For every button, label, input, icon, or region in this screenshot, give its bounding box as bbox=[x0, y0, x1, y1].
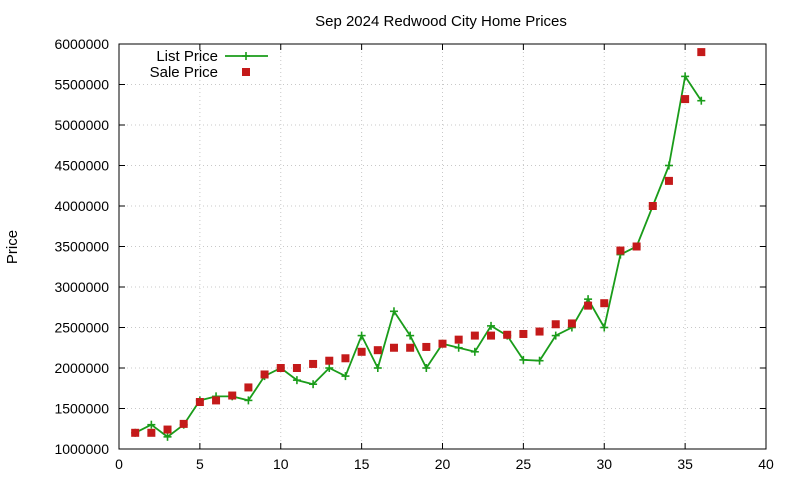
data-point bbox=[697, 48, 706, 57]
data-point bbox=[470, 347, 479, 356]
data-point bbox=[422, 342, 431, 351]
data-point bbox=[535, 356, 544, 365]
y-tick-label: 3500000 bbox=[54, 239, 109, 255]
y-tick-label: 6000000 bbox=[54, 36, 109, 52]
data-point bbox=[163, 432, 172, 441]
data-point bbox=[551, 320, 560, 329]
data-point bbox=[309, 359, 318, 368]
data-point bbox=[487, 321, 496, 330]
data-point bbox=[212, 396, 221, 405]
data-point bbox=[422, 364, 431, 372]
x-tick-label: 0 bbox=[115, 456, 123, 472]
axes: 0 5 10 15 20 25 30 35 40 1000000 1500000 2000000 250… bbox=[54, 36, 774, 472]
data-point bbox=[438, 339, 447, 348]
data-point bbox=[551, 331, 560, 340]
data-point bbox=[147, 428, 156, 437]
data-point bbox=[535, 327, 544, 336]
data-point bbox=[389, 343, 398, 352]
x-tick-label: 20 bbox=[435, 456, 451, 472]
data-point bbox=[195, 398, 204, 407]
data-point bbox=[341, 372, 350, 381]
data-point bbox=[309, 380, 318, 389]
data-point bbox=[357, 331, 366, 340]
data-point bbox=[244, 383, 253, 392]
y-tick-label: 1000000 bbox=[54, 441, 109, 457]
y-tick-label: 2500000 bbox=[54, 320, 109, 336]
x-tick-label: 30 bbox=[596, 456, 612, 472]
y-tick-label: 5500000 bbox=[54, 77, 109, 93]
y-tick-label: 4000000 bbox=[54, 198, 109, 214]
x-tick-label: 25 bbox=[516, 456, 532, 472]
data-point bbox=[228, 391, 237, 400]
data-point bbox=[389, 307, 398, 316]
data-point bbox=[600, 299, 609, 308]
data-point bbox=[325, 364, 334, 372]
x-tick-label: 15 bbox=[354, 456, 370, 472]
data-point bbox=[681, 95, 690, 104]
data-point bbox=[373, 346, 382, 355]
data-point bbox=[632, 242, 641, 251]
y-tick-label: 4500000 bbox=[54, 158, 109, 174]
data-point bbox=[503, 330, 512, 339]
x-tick-label: 10 bbox=[273, 456, 289, 472]
x-tick-label: 35 bbox=[677, 456, 693, 472]
data-point bbox=[519, 329, 528, 338]
legend-item: List Price bbox=[156, 48, 268, 65]
chart-title: Sep 2024 Redwood City Home Prices bbox=[315, 13, 567, 30]
data-point bbox=[454, 343, 463, 352]
data-point bbox=[600, 323, 609, 332]
data-point bbox=[341, 354, 350, 363]
series-layer bbox=[131, 48, 706, 441]
data-point bbox=[567, 319, 576, 328]
legend-swatch-marker bbox=[242, 68, 250, 76]
data-point bbox=[131, 428, 140, 437]
legend-item: Sale Price bbox=[150, 64, 250, 81]
data-point bbox=[292, 376, 301, 385]
data-point bbox=[163, 425, 172, 434]
data-point bbox=[681, 72, 690, 81]
y-axis-label: Price bbox=[4, 230, 21, 264]
data-point bbox=[454, 335, 463, 344]
data-point bbox=[406, 343, 415, 352]
data-point bbox=[648, 202, 657, 210]
x-tick-label: 5 bbox=[196, 456, 204, 472]
data-point bbox=[357, 347, 366, 356]
data-point bbox=[244, 396, 253, 405]
data-point bbox=[260, 370, 269, 379]
x-tick-label: 40 bbox=[758, 456, 774, 472]
data-point bbox=[325, 356, 334, 365]
legend-swatch-marker bbox=[242, 52, 250, 60]
y-tick-label: 5000000 bbox=[54, 117, 109, 133]
y-tick-label: 3000000 bbox=[54, 279, 109, 295]
data-point bbox=[664, 176, 673, 185]
data-point bbox=[470, 331, 479, 340]
data-point bbox=[664, 161, 673, 170]
y-tick-label: 1500000 bbox=[54, 401, 109, 417]
data-point bbox=[292, 364, 301, 372]
data-point bbox=[697, 96, 706, 105]
data-point bbox=[179, 419, 188, 428]
legend-label: List Price bbox=[156, 48, 218, 65]
data-point bbox=[584, 301, 593, 310]
data-point bbox=[147, 420, 156, 429]
data-point bbox=[276, 364, 285, 372]
data-point bbox=[373, 364, 382, 372]
data-point bbox=[616, 246, 625, 255]
data-point bbox=[406, 331, 415, 340]
y-tick-label: 2000000 bbox=[54, 360, 109, 376]
series-sale-price bbox=[131, 48, 706, 437]
data-point bbox=[487, 331, 496, 340]
legend-label: Sale Price bbox=[150, 64, 218, 81]
data-point bbox=[519, 355, 528, 364]
